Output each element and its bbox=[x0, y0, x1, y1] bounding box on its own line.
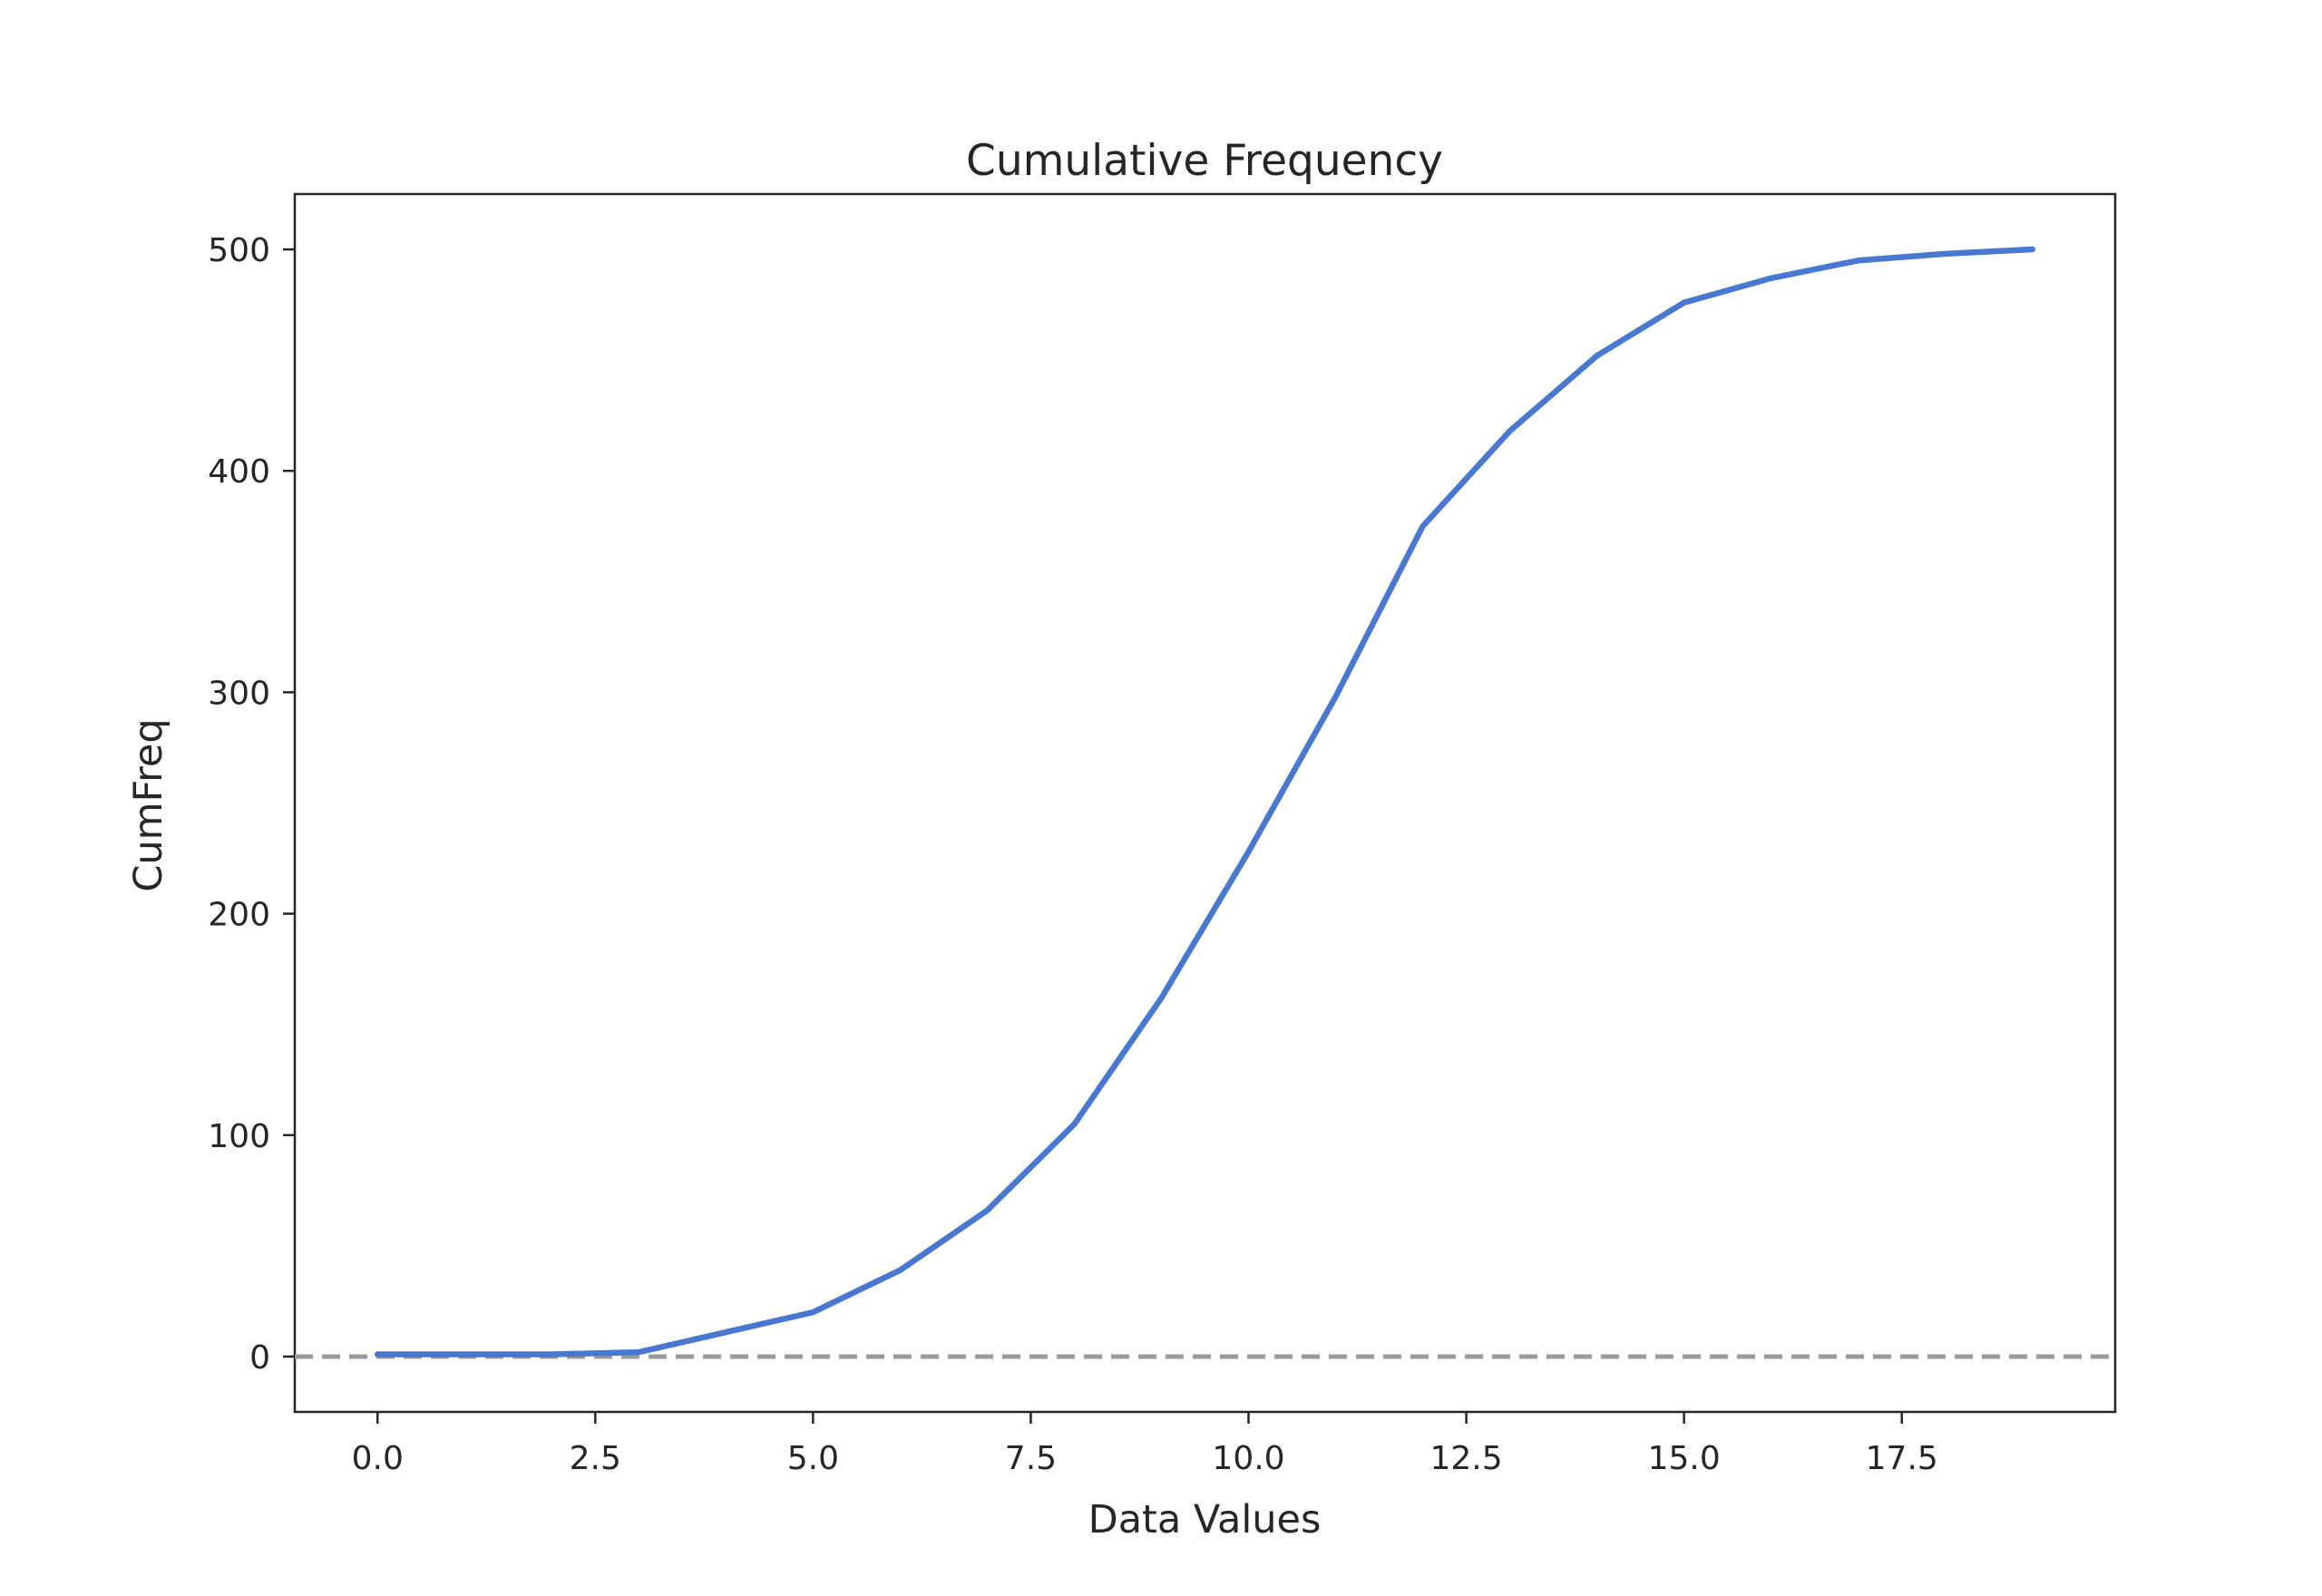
x-tick-label: 2.5 bbox=[570, 1440, 621, 1477]
y-axis-label: CumFreq bbox=[126, 718, 171, 891]
y-tick-label: 0 bbox=[249, 1339, 270, 1377]
x-tick-label: 17.5 bbox=[1866, 1440, 1938, 1477]
x-tick-label: 0.0 bbox=[352, 1440, 404, 1477]
y-tick-label: 500 bbox=[208, 232, 270, 269]
x-tick-label: 7.5 bbox=[1005, 1440, 1057, 1477]
y-tick-label: 100 bbox=[208, 1118, 270, 1155]
x-tick-label: 12.5 bbox=[1430, 1440, 1503, 1477]
cumfreq-series-line bbox=[374, 246, 2036, 1358]
x-tick-label: 5.0 bbox=[787, 1440, 839, 1477]
y-tick-label: 200 bbox=[208, 897, 270, 934]
plot-area: 0.0 2.5 5.0 7.5 10.0 12.5 15.0 17.5 0 100 200 300 40… bbox=[208, 192, 2117, 1477]
chart-title: Cumulative Frequency bbox=[966, 136, 1443, 186]
x-tick-label: 15.0 bbox=[1648, 1440, 1721, 1477]
x-tick-label: 10.0 bbox=[1212, 1440, 1284, 1477]
x-axis-label: Data Values bbox=[1088, 1497, 1322, 1542]
y-tick-label: 300 bbox=[208, 675, 270, 712]
y-tick-label: 400 bbox=[208, 453, 270, 491]
axes-frame bbox=[293, 192, 2117, 1414]
